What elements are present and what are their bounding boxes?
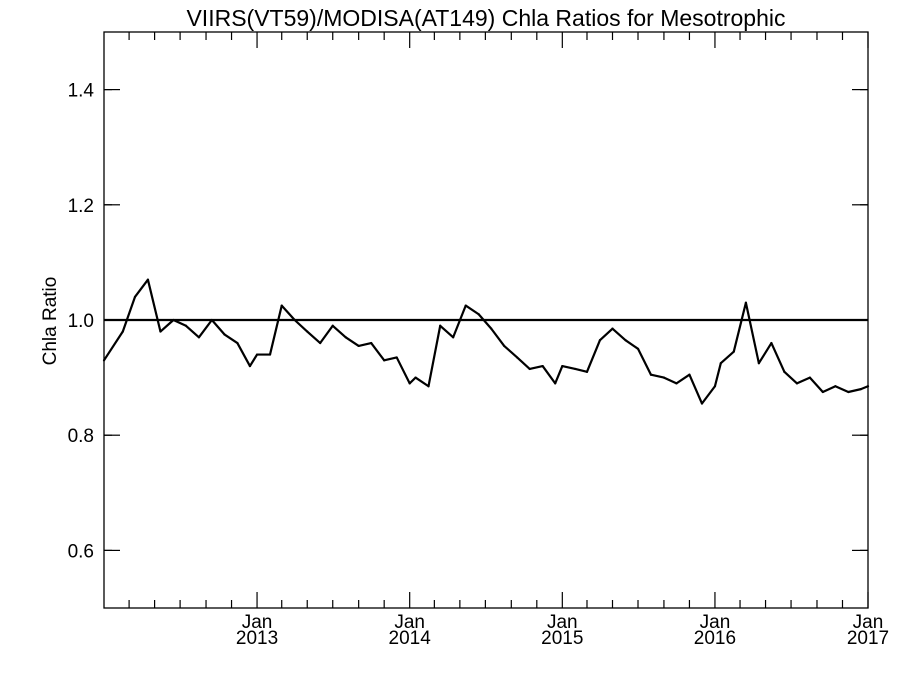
data-point: [248, 364, 252, 368]
data-point: [675, 382, 678, 385]
data-point: [744, 301, 747, 304]
data-point: [561, 364, 564, 368]
y-axis-title: Chla Ratio: [40, 277, 61, 366]
data-point: [319, 341, 322, 345]
data-point: [662, 376, 666, 379]
data-point: [255, 353, 259, 356]
data-point: [331, 324, 334, 327]
data-point: [795, 382, 799, 385]
data-point: [770, 341, 773, 345]
data-point: [133, 295, 137, 299]
y-tick-label: 1.0: [68, 311, 94, 332]
series-line-chla-ratio: [103, 278, 869, 405]
data-point: [700, 402, 704, 405]
data-point: [611, 327, 614, 330]
data-point: [598, 339, 602, 342]
x-tick-label-month: Jan: [853, 612, 884, 633]
data-point: [121, 330, 124, 333]
data-point: [223, 333, 226, 336]
x-tick-label-year: 2017: [847, 628, 889, 649]
x-tick-label-year: 2015: [541, 628, 583, 649]
tick-labels: 0.60.81.01.21.4Jan2013Jan2014Jan2015Jan2…: [68, 81, 890, 649]
data-point: [719, 362, 722, 365]
data-point: [439, 324, 442, 327]
data-point: [477, 313, 480, 316]
x-tick-label-month: Jan: [547, 612, 578, 633]
x-tick-label-month: Jan: [394, 612, 425, 633]
data-points: [102, 278, 870, 405]
y-tick-label: 1.4: [68, 81, 95, 102]
data-point: [210, 318, 213, 322]
y-tick-label: 1.2: [68, 196, 94, 217]
data-point: [847, 390, 850, 394]
data-point: [859, 388, 862, 391]
data-point: [490, 327, 493, 330]
data-point: [732, 350, 735, 353]
data-point: [197, 336, 201, 339]
axis-ticks: [104, 32, 869, 608]
data-point: [268, 353, 272, 356]
data-point: [395, 356, 398, 359]
data-point: [649, 373, 653, 376]
data-point: [414, 376, 417, 379]
data-point: [554, 382, 557, 385]
y-tick-label: 0.8: [68, 426, 94, 447]
data-point: [280, 304, 283, 307]
x-tick-label-year: 2014: [389, 628, 432, 649]
data-point: [102, 359, 106, 362]
data-point: [516, 356, 519, 359]
data-point: [159, 330, 162, 333]
data-point: [636, 347, 640, 350]
data-point: [357, 344, 360, 348]
data-point: [528, 367, 531, 371]
x-tick-label-year: 2013: [236, 628, 278, 649]
data-point: [757, 362, 760, 365]
data-point: [821, 390, 824, 394]
data-point: [293, 318, 296, 322]
data-point: [808, 376, 811, 379]
x-tick-label-year: 2016: [694, 628, 736, 649]
data-point: [370, 341, 373, 345]
data-point: [383, 359, 386, 362]
data-point: [184, 324, 188, 327]
data-point: [541, 364, 544, 368]
data-point: [408, 382, 411, 385]
x-tick-label-month: Jan: [700, 612, 731, 633]
data-point: [834, 385, 837, 388]
data-point: [464, 304, 467, 307]
data-point: [306, 330, 309, 333]
data-point: [146, 278, 150, 281]
data-point: [503, 344, 506, 348]
data-point: [172, 318, 175, 322]
data-point: [713, 385, 717, 388]
data-point: [236, 341, 239, 345]
data-point: [866, 385, 870, 388]
y-tick-label: 0.6: [68, 541, 94, 562]
data-point: [344, 336, 347, 339]
data-point: [574, 367, 577, 371]
data-point: [688, 373, 691, 376]
x-tick-label-month: Jan: [242, 612, 273, 633]
data-point: [783, 370, 786, 373]
data-point: [585, 370, 589, 373]
chart-title: VIIRS(VT59)/MODISA(AT149) Chla Ratios fo…: [186, 5, 785, 31]
data-point: [624, 339, 627, 342]
data-point: [427, 385, 430, 388]
data-point: [452, 336, 455, 339]
